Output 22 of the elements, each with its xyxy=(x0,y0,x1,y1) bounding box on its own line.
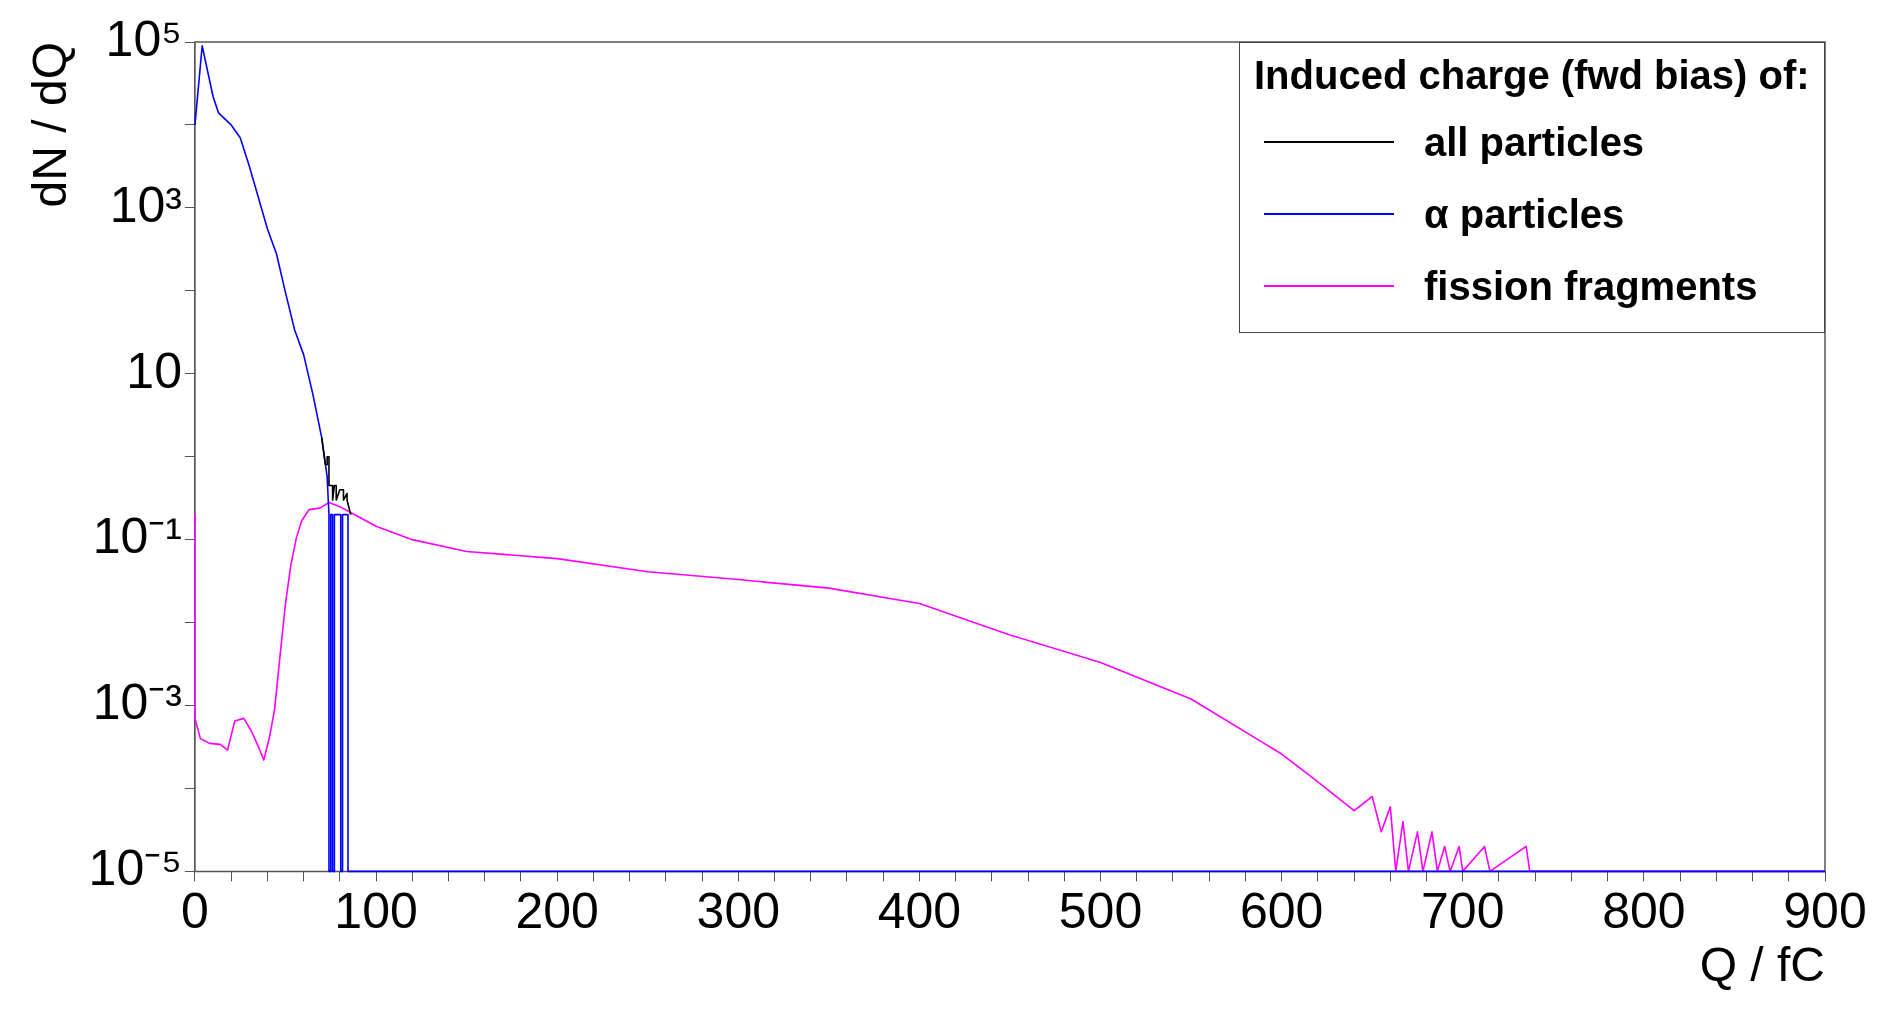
x-axis-title: Q / fC xyxy=(1699,938,1825,992)
legend-label: all particles xyxy=(1424,119,1645,165)
x-tick-label: 300 xyxy=(696,883,781,940)
legend-label: α particles xyxy=(1424,191,1625,237)
y-tick-label: 10⁵ xyxy=(105,10,182,67)
y-axis-title: dN / dQ xyxy=(23,42,77,208)
x-tick-label: 0 xyxy=(181,883,209,940)
x-tick-label: 100 xyxy=(334,883,418,940)
legend-title: Induced charge (fwd bias) of: xyxy=(1254,53,1810,98)
y-tick-label: 10 xyxy=(126,342,182,399)
x-tick-label: 500 xyxy=(1058,883,1143,940)
x-tick-label: 700 xyxy=(1421,883,1505,940)
x-tick-label: 900 xyxy=(1783,883,1867,940)
y-tick-label: 10⁻³ xyxy=(92,674,182,731)
x-tick-label: 800 xyxy=(1602,883,1686,940)
y-tick-label: 10⁻⁵ xyxy=(88,840,182,897)
x-tick-label: 400 xyxy=(877,883,962,940)
x-tick-label: 200 xyxy=(515,883,599,940)
y-tick-label: 10³ xyxy=(109,176,182,233)
x-tick-label: 600 xyxy=(1239,883,1324,940)
y-tick-label: 10⁻¹ xyxy=(92,508,182,565)
legend-label: fission fragments xyxy=(1424,263,1758,309)
